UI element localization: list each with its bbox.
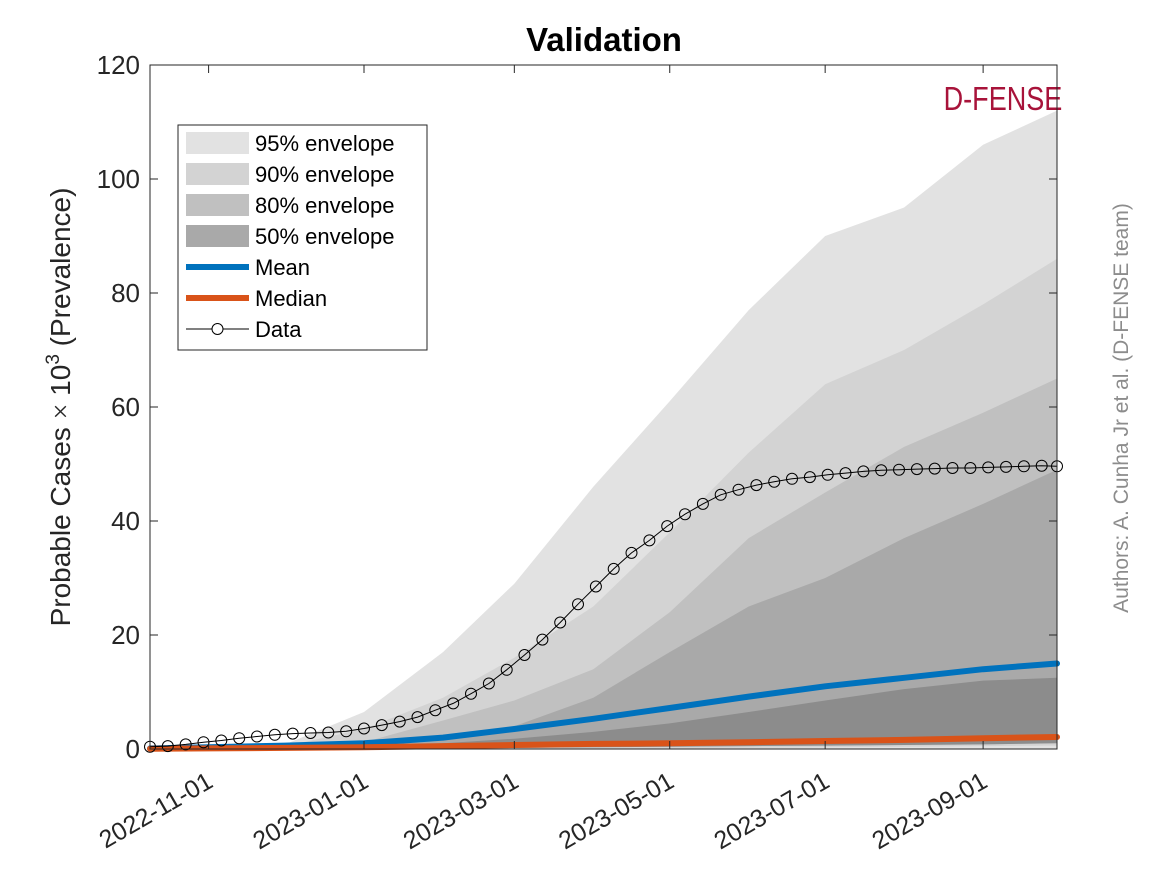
data-point [161,740,174,753]
data-point [714,488,727,501]
data-point [1000,460,1012,473]
data-point [536,633,549,646]
legend-label-mean: Mean [255,255,310,280]
data-point [572,598,584,611]
data-point [803,471,816,484]
legend-label-90-envelope: 90% envelope [255,162,394,187]
legend-items: 95% envelope 90% envelope 80% envelope 50% … [186,131,394,342]
data-point [340,725,353,738]
y-tick-label: 20 [111,620,140,650]
y-axis-label: Probable Cases × 103 (Prevalence) [43,188,77,627]
envelope-bands [150,110,1057,750]
y-label-suffix: (Prevalence) [45,188,76,355]
data-point [304,727,317,739]
data-point [982,461,995,474]
legend-swatch-80-envelope [186,194,249,216]
data-point [910,463,923,476]
data-point [518,649,531,661]
data-point [946,462,959,474]
y-axis: 0 20 40 60 80 100 120 [97,50,1057,764]
legend-label-50-envelope: 50% envelope [255,224,394,249]
data-point [554,616,567,629]
data-point [375,719,388,732]
data-point [679,508,691,521]
y-label-times: × [46,404,77,420]
data-point [607,562,620,575]
data-point [465,687,477,700]
data-point [1035,459,1048,472]
y-tick-label: 80 [111,278,140,308]
data-point [643,534,656,547]
median-line [147,734,1060,752]
data-point [875,464,888,477]
y-tick-label: 0 [126,734,140,764]
data-point [411,711,424,724]
data-point [322,726,335,739]
y-tick-label: 60 [111,392,140,422]
data-point [268,728,281,741]
data-point [429,704,442,717]
legend: 95% envelope 90% envelope 80% envelope 50% … [177,124,428,351]
legend-label-80-envelope: 80% envelope [255,193,394,218]
data-point [661,520,674,533]
y-label-prefix: Probable Cases [45,419,76,626]
watermark-logo: D-FENSE [944,82,1063,118]
data-point [786,472,798,485]
data-point [215,734,228,747]
data-point [839,467,852,480]
data-point [179,738,192,751]
data-point [750,479,763,492]
legend-swatch-95-envelope [186,132,249,154]
data-point [696,497,709,510]
band-50-envelope [150,469,1057,749]
y-tick-label: 100 [97,164,140,194]
data-point [393,715,406,728]
y-label-base: 10 [45,365,76,404]
data-point [857,465,870,478]
band-inner-core [150,677,1057,749]
data-point [447,697,460,710]
data-point [589,580,602,593]
author-credit: Authors: A. Cunha Jr et al. (D-FENSE tea… [1110,203,1133,613]
data-point [358,722,370,735]
data-point [768,475,781,488]
data-point [286,727,299,740]
legend-label-95-envelope: 95% envelope [255,131,394,156]
data-point [625,546,638,559]
chart-title: Validation [526,21,682,58]
plot-area [144,110,1063,753]
data-point [928,462,941,475]
data-point [732,483,745,496]
data-point [482,677,495,690]
legend-swatch-data-marker [211,323,224,335]
legend-label-data: Data [255,317,302,342]
data-point [964,462,977,474]
data-point [500,663,513,676]
data-point [251,730,263,743]
legend-swatch-90-envelope [186,163,249,185]
data-point [821,468,834,481]
y-tick-label: 40 [111,506,140,536]
data-point [893,463,905,476]
series-lines [147,660,1060,752]
legend-label-median: Median [255,286,327,311]
data-point [233,732,246,745]
legend-swatch-50-envelope [186,225,249,247]
y-tick-label: 120 [97,50,140,80]
data-point [1017,460,1030,473]
y-label-exponent: 3 [43,354,64,365]
data-line [149,465,1058,748]
